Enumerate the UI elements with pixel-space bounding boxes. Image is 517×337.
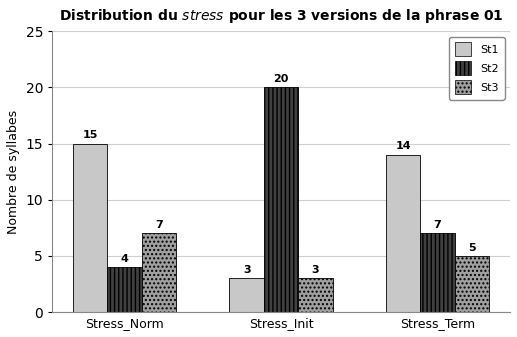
Text: 7: 7 bbox=[155, 220, 163, 230]
Bar bbox=[298, 278, 333, 312]
Bar bbox=[386, 155, 420, 312]
Text: 14: 14 bbox=[396, 142, 411, 151]
Bar bbox=[420, 234, 455, 312]
Bar bbox=[230, 278, 264, 312]
Text: 15: 15 bbox=[83, 130, 98, 140]
Y-axis label: Nombre de syllabes: Nombre de syllabes bbox=[7, 110, 20, 234]
Bar bbox=[73, 144, 108, 312]
Text: 3: 3 bbox=[243, 265, 251, 275]
Legend: St1, St2, St3: St1, St2, St3 bbox=[449, 37, 505, 99]
Title: Distribution du $\it{stress}$ pour les 3 versions de la phrase 01: Distribution du $\it{stress}$ pour les 3… bbox=[59, 7, 504, 25]
Text: 20: 20 bbox=[273, 74, 289, 84]
Bar bbox=[264, 87, 298, 312]
Text: 3: 3 bbox=[312, 265, 320, 275]
Bar bbox=[455, 256, 489, 312]
Text: 5: 5 bbox=[468, 243, 476, 253]
Text: 4: 4 bbox=[120, 254, 129, 264]
Bar bbox=[142, 234, 176, 312]
Bar bbox=[108, 267, 142, 312]
Text: 7: 7 bbox=[434, 220, 442, 230]
